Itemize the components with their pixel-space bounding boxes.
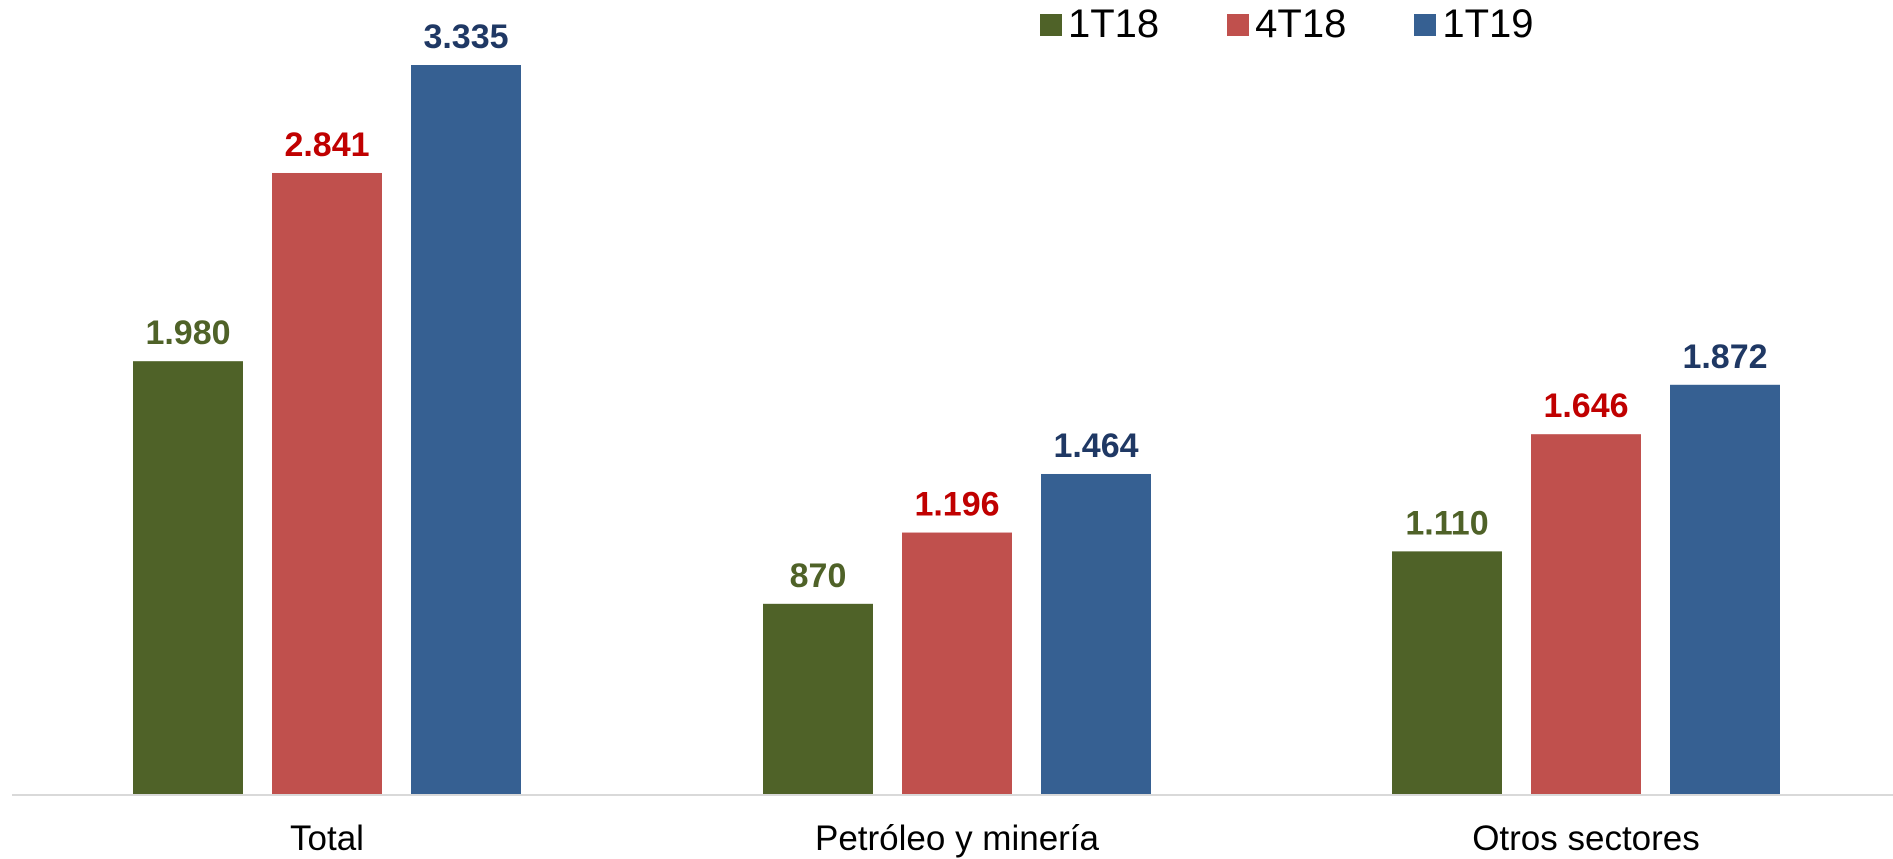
legend-item-4t18: 4T18 — [1227, 2, 1346, 47]
bar-1t19-1 — [1041, 473, 1151, 794]
bar-4t18-2 — [1531, 434, 1641, 794]
data-label-1t18-2: 1.110 — [1405, 504, 1488, 542]
data-label-1t19-1: 1.464 — [1053, 427, 1138, 465]
legend-label-1t18: 1T18 — [1068, 2, 1160, 46]
bar-1t18-2 — [1392, 551, 1502, 794]
data-labels-layer: 1.980 2.841 3.335 870 1.196 1.464 1.110 1.646 1.… — [145, 18, 1767, 595]
data-label-1t19-0: 3.335 — [423, 18, 508, 56]
bar-1t18-1 — [763, 603, 873, 794]
data-label-4t18-0: 2.841 — [284, 126, 369, 164]
legend-label-1t19: 1T19 — [1442, 2, 1534, 46]
category-label-1: Petróleo y minería — [815, 819, 1100, 858]
legend: 1T18 4T18 1T19 — [1040, 2, 1534, 47]
data-label-1t18-1: 870 — [790, 557, 847, 595]
legend-item-1t18: 1T18 — [1040, 2, 1159, 47]
legend-swatch-4t18 — [1227, 13, 1250, 36]
bar-4t18-0 — [272, 172, 382, 794]
legend-swatch-1t18 — [1040, 13, 1062, 36]
category-label-0: Total — [290, 819, 364, 858]
bar-4t18-1 — [902, 532, 1012, 794]
data-label-1t19-2: 1.872 — [1682, 338, 1767, 376]
bars-layer — [133, 65, 1780, 794]
bar-1t19-0 — [411, 65, 521, 794]
data-label-4t18-1: 1.196 — [914, 486, 999, 524]
legend-swatch-1t19 — [1414, 13, 1437, 36]
bar-1t19-2 — [1670, 384, 1780, 794]
legend-item-1t19: 1T19 — [1414, 2, 1534, 47]
category-label-2: Otros sectores — [1472, 819, 1700, 858]
category-labels-layer: Total Petróleo y minería Otros sectores — [290, 819, 1700, 858]
legend-label-4t18: 4T18 — [1255, 2, 1347, 46]
data-label-4t18-2: 1.646 — [1543, 387, 1628, 425]
data-label-1t18-0: 1.980 — [145, 314, 230, 352]
bar-1t18-0 — [133, 361, 243, 794]
